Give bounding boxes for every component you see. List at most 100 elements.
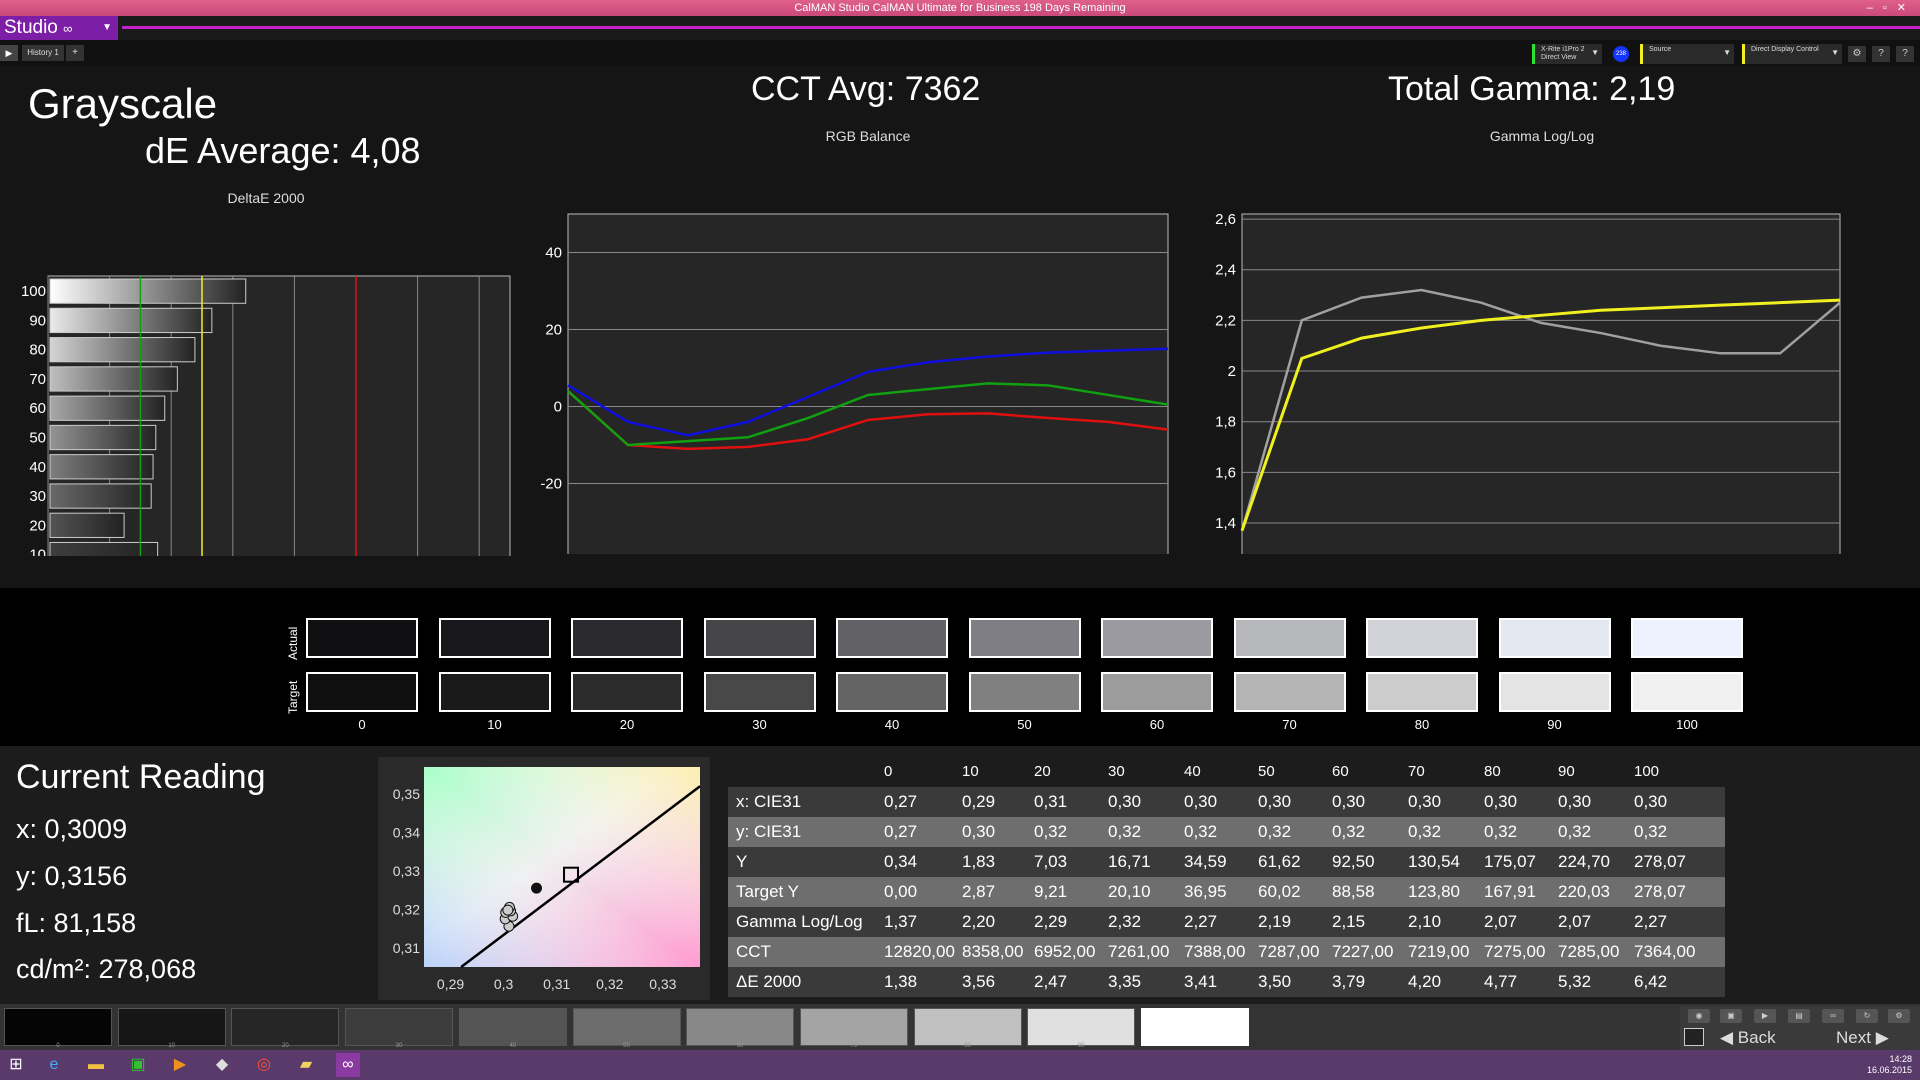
table-cell: 6952,00 [1034, 942, 1096, 961]
y-tick-label: 20 [29, 517, 46, 534]
cie-chart: 0,29 0,3 0,31 0,32 0,33 0,35 0,34 0,33 0,32 0,31 [378, 757, 710, 1000]
patch-thumbnail[interactable]: 10 [117, 1008, 226, 1049]
swatch-label: 10 [487, 717, 502, 732]
target-swatch [968, 672, 1081, 712]
loop-icon[interactable]: ∞ [1822, 1009, 1844, 1023]
internet-explorer-icon[interactable]: e [49, 1056, 59, 1073]
patch-thumbnail-label: 50 [623, 1043, 630, 1049]
chevron-down-icon: ▼ [102, 22, 112, 33]
store-icon[interactable]: ▣ [130, 1056, 146, 1073]
swatch-label: 70 [1282, 717, 1297, 732]
rgb-balance-chart-title: RGB Balance [825, 128, 911, 144]
table-cell: 2,15 [1332, 912, 1366, 931]
row-label: x: CIE31 [736, 792, 802, 811]
table-cell: 9,21 [1034, 882, 1068, 901]
back-arrow-icon: ◀ [1720, 1028, 1738, 1047]
column-header: 50 [1258, 763, 1275, 780]
chrome-icon[interactable]: ◎ [257, 1056, 271, 1073]
table-cell: 20,10 [1108, 882, 1151, 901]
table-cell: 7,03 [1034, 852, 1068, 871]
patch-thumbnail[interactable]: 80 [913, 1008, 1022, 1049]
next-arrow-icon: ▶ [1870, 1028, 1889, 1047]
source-dropdown[interactable]: Source ▼ [1640, 44, 1734, 64]
studio-menu-button[interactable]: Studio ∞ ▼ [0, 16, 118, 40]
table-cell: 0,34 [884, 852, 918, 871]
table-cell: 0,32 [1558, 822, 1592, 841]
cct-average: CCT Avg: 7362 [751, 70, 981, 108]
calman-app-icon[interactable]: ∞ [336, 1053, 360, 1077]
add-tab-button[interactable]: + [66, 45, 84, 61]
eye-icon[interactable]: ◉ [1688, 1009, 1710, 1023]
cie-y-tick: 0,32 [393, 901, 420, 917]
patch-thumbnail[interactable]: 30 [345, 1008, 454, 1049]
patch-thumbnail[interactable]: 60 [686, 1008, 795, 1049]
deltae-chart: 024681012141009080706050403020100 [21, 275, 511, 556]
patch-thumbnail[interactable]: 50 [572, 1008, 681, 1049]
table-cell: 0,30 [1184, 792, 1218, 811]
delta-bar [49, 337, 196, 363]
file-explorer-icon[interactable]: ▬ [88, 1056, 104, 1073]
table-row: x: CIE31 0,27 0,29 0,31 0,30 0,30 0,30 0,30 0,30… [728, 787, 1725, 817]
table-cell: 3,41 [1184, 972, 1218, 991]
target-swatch [571, 672, 683, 712]
table-cell: 0,32 [1108, 822, 1142, 841]
actual-swatch [306, 618, 418, 658]
play-icon[interactable]: ▶ [1754, 1009, 1776, 1023]
actual-row-label: Actual [286, 626, 300, 660]
folder-icon[interactable]: ▰ [299, 1056, 313, 1073]
table-cell: 0,32 [1484, 822, 1518, 841]
patch-thumbnail-label: 70 [850, 1043, 858, 1049]
refresh-icon[interactable]: ↻ [1856, 1009, 1878, 1023]
tool-icon[interactable]: ◆ [215, 1056, 229, 1073]
y-tick-label: 60 [29, 400, 46, 417]
table-row: Y 0,34 1,83 7,03 16,71 34,59 61,62 92,50 130,54 1… [728, 847, 1725, 877]
table-cell: 34,59 [1184, 852, 1227, 871]
patch-thumbnail-label: 100 [1189, 1042, 1200, 1048]
patch-thumbnail[interactable]: 40 [458, 1008, 567, 1049]
table-row: Gamma Log/Log 1,37 2,20 2,29 2,32 2,27 2,19 2,1… [728, 907, 1725, 937]
settings-icon[interactable]: ⚙ [1848, 46, 1866, 62]
meter-status-badge[interactable]: 238 [1613, 46, 1629, 62]
stop-button[interactable] [1684, 1028, 1704, 1046]
rgb-balance-chart: 010203040506070809010040200-20-40 [540, 213, 1169, 554]
table-cell: 3,50 [1258, 972, 1292, 991]
cie-x-tick: 0,29 [437, 976, 464, 992]
next-button[interactable]: Next ▶ [1836, 1028, 1889, 1048]
table-cell: 7261,00 [1108, 942, 1170, 961]
patch-thumbnail[interactable]: 70 [799, 1008, 908, 1049]
series-line-red [567, 390, 1169, 451]
settings-icon[interactable]: ⚙ [1888, 1009, 1910, 1023]
table-cell: 2,07 [1484, 912, 1518, 931]
window-controls[interactable]: –▫✕ [1866, 2, 1916, 14]
patch-thumbnail[interactable]: 20 [231, 1008, 340, 1049]
table-cell: 4,20 [1408, 972, 1442, 991]
table-cell: 0,30 [1332, 792, 1366, 811]
save-icon[interactable]: ▤ [1788, 1009, 1810, 1023]
plot-area [1241, 213, 1841, 554]
row-label: CCT [736, 942, 771, 961]
cie-gamut-overlay [424, 767, 700, 967]
patch-thumbnail[interactable]: 100 [1141, 1008, 1249, 1048]
tab-history-1[interactable]: History 1 [22, 45, 64, 61]
column-header: 40 [1184, 763, 1201, 780]
actual-swatch [1498, 618, 1611, 658]
info-icon[interactable]: ? [1896, 46, 1914, 62]
meter-dropdown[interactable]: X-Rite i1Pro 2 Direct View ▼ [1532, 44, 1602, 64]
record-icon[interactable]: ▣ [1720, 1009, 1742, 1023]
cie-x-tick: 0,3 [494, 976, 514, 992]
back-button[interactable]: ◀ Back [1720, 1028, 1776, 1048]
table-cell: 3,56 [962, 972, 996, 991]
help-icon[interactable]: ? [1872, 46, 1890, 62]
swatch-label: 60 [1149, 717, 1165, 732]
table-cell: 0,27 [884, 792, 918, 811]
table-cell: 0,30 [1484, 792, 1518, 811]
play-icon[interactable]: ▶ [0, 45, 18, 61]
media-player-icon[interactable]: ▶ [173, 1056, 187, 1073]
patch-thumbnail[interactable]: 90 [1027, 1008, 1136, 1049]
cie-x-tick: 0,31 [543, 976, 570, 992]
patch-thumbnail[interactable]: 0 [4, 1008, 112, 1049]
windows-start-icon[interactable]: ⊞ [9, 1056, 23, 1073]
display-control-dropdown[interactable]: Direct Display Control ▼ [1742, 44, 1842, 64]
patch-thumbnail-label: 80 [964, 1043, 971, 1049]
table-cell: 220,03 [1558, 882, 1610, 901]
